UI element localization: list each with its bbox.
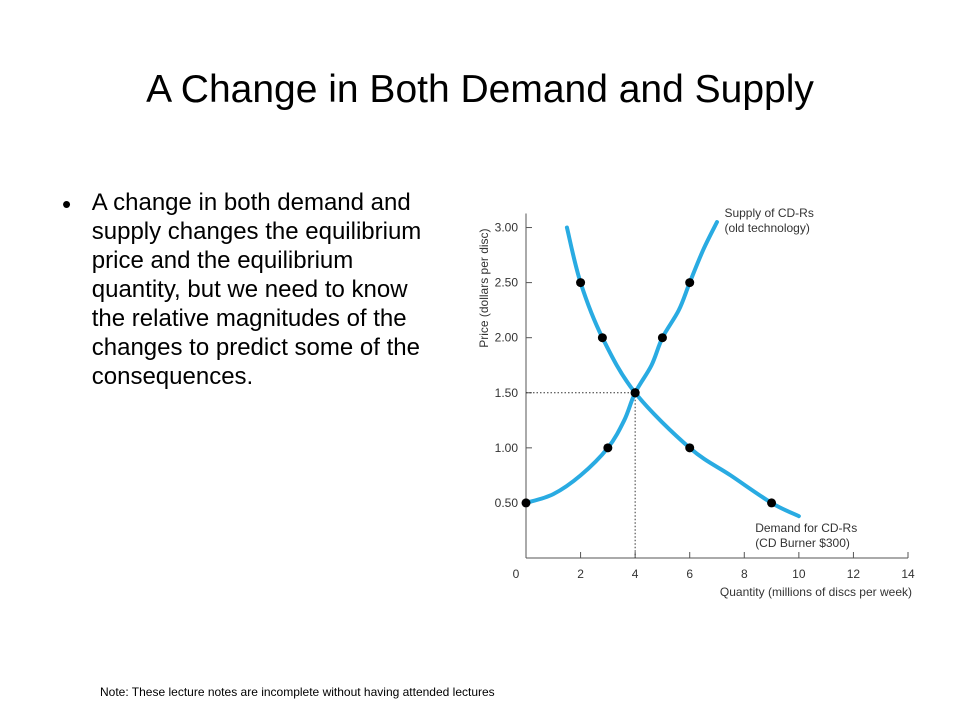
chart-axes: 0 2 4 6 8 10 12 14 0.50 1.00 1.50 2.00 2.50 3.00 (495, 213, 915, 581)
x-tick-label: 0 (513, 567, 520, 581)
x-axis-title: Quantity (millions of discs per week) (720, 585, 912, 599)
supply-label: (old technology) (724, 221, 809, 235)
y-tick-label: 3.00 (495, 221, 519, 235)
supply-point (657, 333, 667, 343)
bullet-point: • A change in both demand and supply cha… (62, 188, 434, 391)
supply-curve (524, 220, 719, 505)
demand-curve (564, 225, 801, 519)
y-tick-label: 1.50 (495, 386, 519, 400)
x-tick-label: 14 (901, 567, 915, 581)
bullet-marker: • (62, 189, 72, 219)
chart-points (521, 278, 777, 508)
demand-point (576, 278, 586, 288)
demand-point (630, 388, 640, 398)
demand-label: (CD Burner $300) (755, 536, 850, 550)
demand-point (597, 333, 607, 343)
supply-label: Supply of CD-Rs (724, 206, 813, 220)
demand-point (767, 498, 777, 508)
x-tick-label: 2 (577, 567, 584, 581)
footnote: Note: These lecture notes are incomplete… (100, 685, 495, 699)
chart-curves (524, 220, 801, 519)
bullet-text: A change in both demand and supply chang… (91, 189, 422, 390)
chart-svg: 0 2 4 6 8 10 12 14 0.50 1.00 1.50 2.00 2.50 3.00 Quan… (477, 206, 915, 599)
supply-point (521, 498, 531, 508)
supply-point (685, 278, 695, 288)
x-tick-label: 6 (686, 567, 693, 581)
y-tick-label: 2.50 (495, 276, 519, 290)
demand-point (685, 443, 695, 453)
x-tick-label: 12 (847, 567, 861, 581)
supply-point (603, 443, 613, 453)
slide-title: A Change in Both Demand and Supply (146, 68, 814, 111)
chart-labels: Quantity (millions of discs per week) Pri… (477, 206, 912, 599)
y-axis-title: Price (dollars per disc) (477, 228, 491, 347)
x-tick-label: 10 (792, 567, 806, 581)
y-tick-label: 2.00 (495, 331, 519, 345)
demand-label: Demand for CD-Rs (755, 521, 857, 535)
supply-demand-chart: 0 2 4 6 8 10 12 14 0.50 1.00 1.50 2.00 2.50 3.00 Quan… (460, 190, 930, 610)
x-tick-label: 8 (741, 567, 748, 581)
y-tick-label: 0.50 (495, 496, 519, 510)
y-tick-label: 1.00 (495, 441, 519, 455)
x-tick-label: 4 (632, 567, 639, 581)
